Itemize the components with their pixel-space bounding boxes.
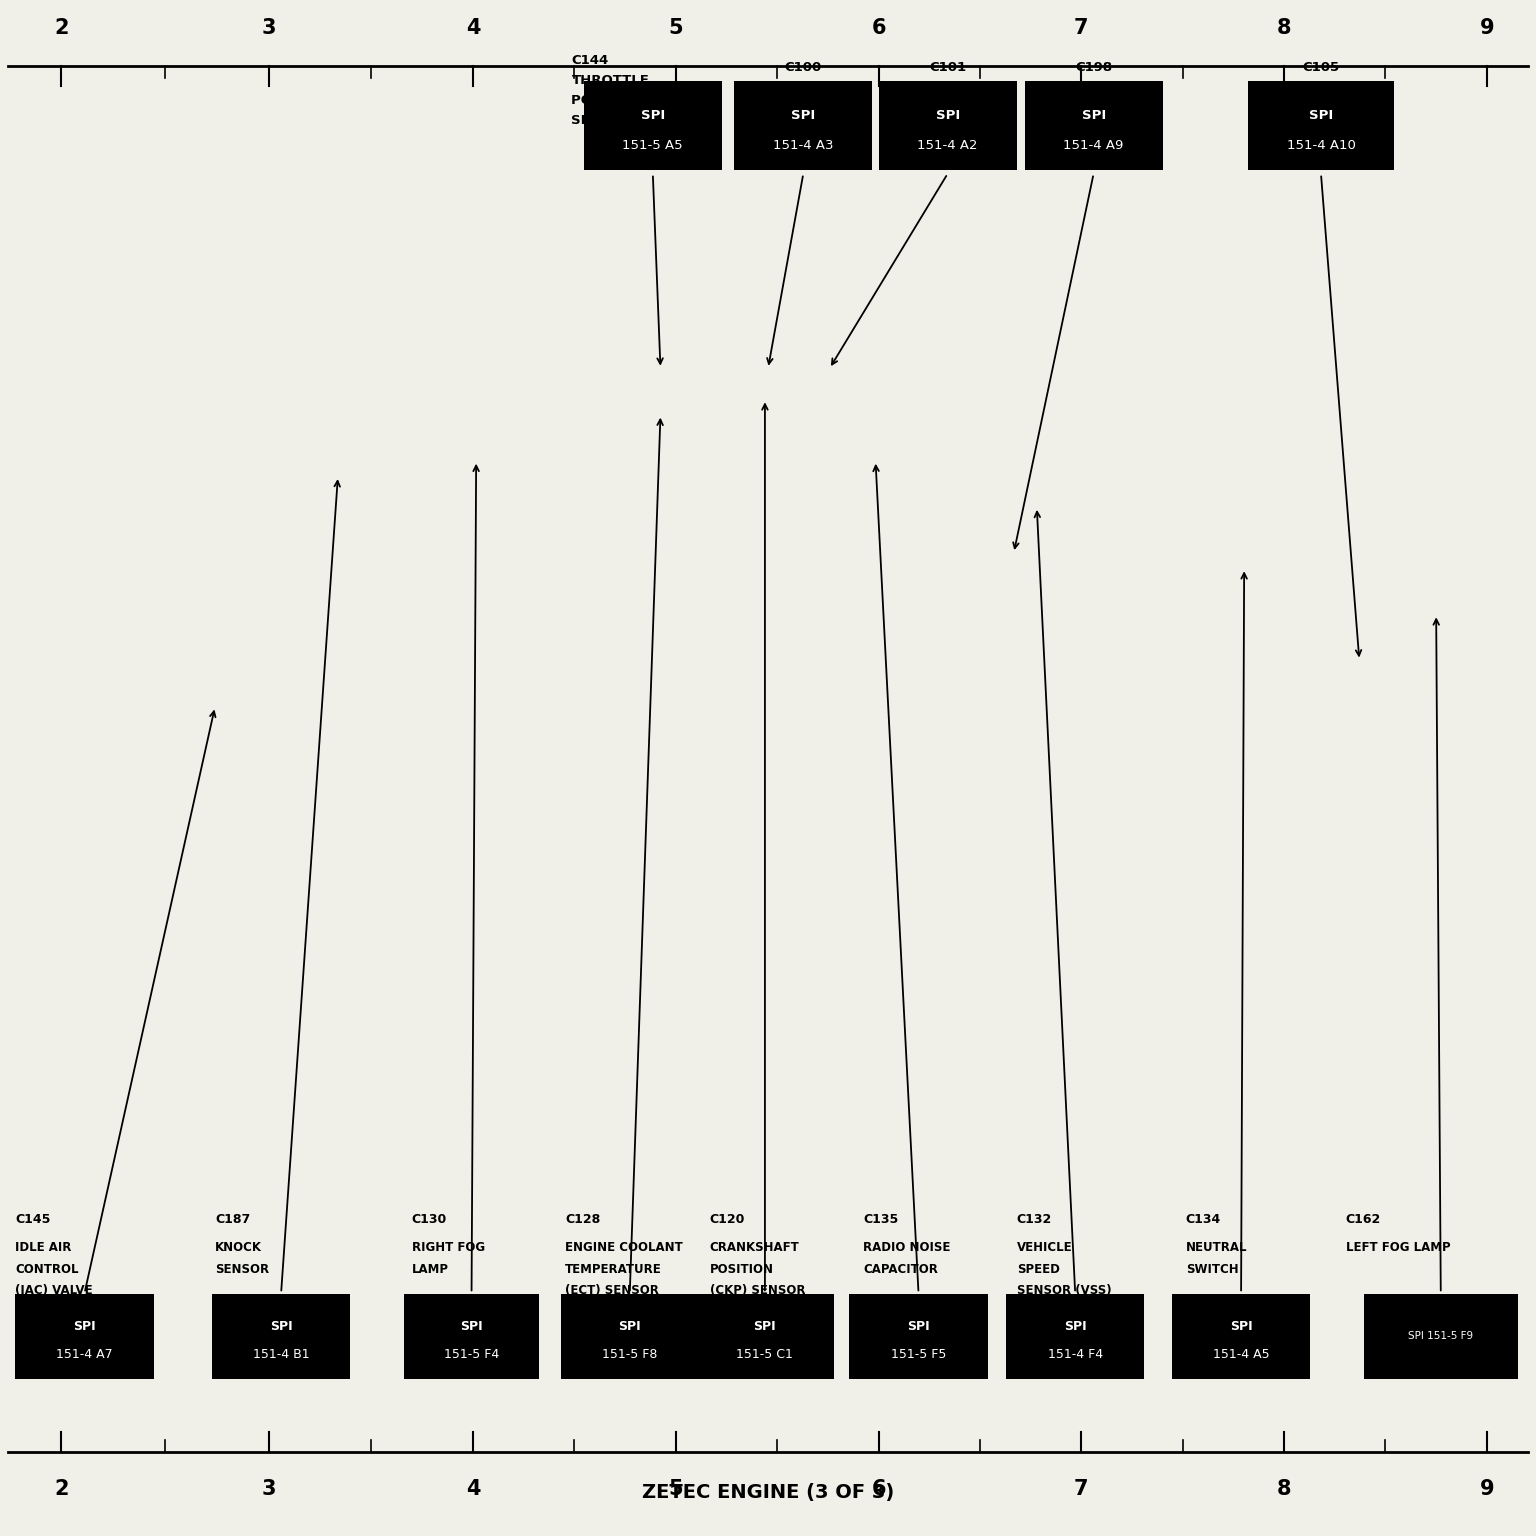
Text: C198: C198 bbox=[1075, 61, 1112, 74]
Text: C128: C128 bbox=[565, 1213, 601, 1226]
Text: SENSOR: SENSOR bbox=[571, 114, 633, 126]
Text: CAPACITOR: CAPACITOR bbox=[863, 1263, 938, 1275]
Text: 6: 6 bbox=[871, 1479, 886, 1499]
Text: C135: C135 bbox=[863, 1213, 899, 1226]
Bar bbox=[734, 81, 872, 170]
Bar bbox=[879, 81, 1017, 170]
Text: C105: C105 bbox=[1303, 61, 1339, 74]
Bar bbox=[561, 1293, 699, 1379]
Text: 151-4 A9: 151-4 A9 bbox=[1063, 140, 1124, 152]
Text: SPI: SPI bbox=[791, 109, 816, 121]
Text: NEUTRAL: NEUTRAL bbox=[1186, 1241, 1247, 1253]
Text: SPI: SPI bbox=[935, 109, 960, 121]
Text: SPI: SPI bbox=[461, 1319, 482, 1333]
Text: (IAC) VALVE: (IAC) VALVE bbox=[15, 1284, 94, 1296]
Bar bbox=[212, 1293, 350, 1379]
Text: RIGHT FOG: RIGHT FOG bbox=[412, 1241, 485, 1253]
Text: 151-4 A5: 151-4 A5 bbox=[1213, 1349, 1269, 1361]
Text: 151-5 C1: 151-5 C1 bbox=[736, 1349, 794, 1361]
Text: 151-4 A3: 151-4 A3 bbox=[773, 140, 834, 152]
Text: 6: 6 bbox=[871, 18, 886, 38]
Text: SPEED: SPEED bbox=[1017, 1263, 1060, 1275]
Text: C144: C144 bbox=[571, 54, 608, 66]
Bar bbox=[1172, 1293, 1310, 1379]
Text: TEMPERATURE: TEMPERATURE bbox=[565, 1263, 662, 1275]
Text: 151-4 A2: 151-4 A2 bbox=[917, 140, 978, 152]
Text: POSITION: POSITION bbox=[710, 1263, 774, 1275]
Bar bbox=[584, 81, 722, 170]
Text: C187: C187 bbox=[215, 1213, 250, 1226]
Text: C120: C120 bbox=[710, 1213, 745, 1226]
Text: 151-5 F4: 151-5 F4 bbox=[444, 1349, 499, 1361]
Text: 5: 5 bbox=[668, 18, 684, 38]
Text: 7: 7 bbox=[1074, 18, 1089, 38]
Text: C132: C132 bbox=[1017, 1213, 1052, 1226]
Text: IDLE AIR: IDLE AIR bbox=[15, 1241, 72, 1253]
Text: SPI: SPI bbox=[1230, 1319, 1252, 1333]
Text: 4: 4 bbox=[465, 1479, 481, 1499]
Text: 9: 9 bbox=[1479, 1479, 1495, 1499]
Text: (ECT) SENSOR: (ECT) SENSOR bbox=[565, 1284, 659, 1296]
Text: ZETEC ENGINE (3 OF 3): ZETEC ENGINE (3 OF 3) bbox=[642, 1484, 894, 1502]
Bar bbox=[15, 1293, 154, 1379]
Text: 5: 5 bbox=[668, 1479, 684, 1499]
Text: RADIO NOISE: RADIO NOISE bbox=[863, 1241, 951, 1253]
Text: ENGINE COOLANT: ENGINE COOLANT bbox=[565, 1241, 684, 1253]
Bar bbox=[849, 1293, 988, 1379]
Text: C134: C134 bbox=[1186, 1213, 1221, 1226]
Text: SPI: SPI bbox=[619, 1319, 641, 1333]
Text: C145: C145 bbox=[15, 1213, 51, 1226]
Text: SENSOR: SENSOR bbox=[215, 1263, 269, 1275]
Text: C130: C130 bbox=[412, 1213, 447, 1226]
Text: C162: C162 bbox=[1346, 1213, 1381, 1226]
Text: 151-4 A7: 151-4 A7 bbox=[57, 1349, 112, 1361]
Text: SPI: SPI bbox=[908, 1319, 929, 1333]
Text: 151-4 F4: 151-4 F4 bbox=[1048, 1349, 1103, 1361]
Bar bbox=[1025, 81, 1163, 170]
Bar bbox=[696, 1293, 834, 1379]
Text: 151-5 F5: 151-5 F5 bbox=[891, 1349, 946, 1361]
Text: 151-4 B1: 151-4 B1 bbox=[253, 1349, 309, 1361]
Text: C100: C100 bbox=[785, 61, 822, 74]
Bar bbox=[1247, 81, 1395, 170]
Text: 8: 8 bbox=[1276, 18, 1292, 38]
Text: C101: C101 bbox=[929, 61, 966, 74]
Text: 151-4 A10: 151-4 A10 bbox=[1287, 140, 1355, 152]
Text: SPI: SPI bbox=[1309, 109, 1333, 121]
Text: 7: 7 bbox=[1074, 1479, 1089, 1499]
Text: SPI: SPI bbox=[270, 1319, 292, 1333]
Text: 2: 2 bbox=[54, 1479, 69, 1499]
Bar bbox=[1006, 1293, 1144, 1379]
Text: KNOCK: KNOCK bbox=[215, 1241, 263, 1253]
Text: CRANKSHAFT: CRANKSHAFT bbox=[710, 1241, 799, 1253]
Text: THROTTLE: THROTTLE bbox=[571, 74, 650, 86]
Text: 151-5 A5: 151-5 A5 bbox=[622, 140, 684, 152]
Text: POSITION (TP): POSITION (TP) bbox=[571, 94, 679, 106]
Text: SPI: SPI bbox=[1081, 109, 1106, 121]
Text: 151-5 F8: 151-5 F8 bbox=[602, 1349, 657, 1361]
Text: CONTROL: CONTROL bbox=[15, 1263, 78, 1275]
Text: SPI 151-5 F9: SPI 151-5 F9 bbox=[1409, 1332, 1473, 1341]
Text: 8: 8 bbox=[1276, 1479, 1292, 1499]
Text: SENSOR (VSS): SENSOR (VSS) bbox=[1017, 1284, 1112, 1296]
Text: SPI: SPI bbox=[641, 109, 665, 121]
Text: SPI: SPI bbox=[754, 1319, 776, 1333]
Text: LEFT FOG LAMP: LEFT FOG LAMP bbox=[1346, 1241, 1450, 1253]
Text: VEHICLE: VEHICLE bbox=[1017, 1241, 1072, 1253]
Text: (CKP) SENSOR: (CKP) SENSOR bbox=[710, 1284, 805, 1296]
Text: 2: 2 bbox=[54, 18, 69, 38]
Bar bbox=[404, 1293, 539, 1379]
Text: SPI: SPI bbox=[74, 1319, 95, 1333]
Text: SWITCH: SWITCH bbox=[1186, 1263, 1238, 1275]
Bar bbox=[1364, 1293, 1518, 1379]
Text: 9: 9 bbox=[1479, 18, 1495, 38]
Text: SPI: SPI bbox=[1064, 1319, 1086, 1333]
Text: 3: 3 bbox=[261, 18, 276, 38]
Text: 3: 3 bbox=[261, 1479, 276, 1499]
Text: 4: 4 bbox=[465, 18, 481, 38]
Text: LAMP: LAMP bbox=[412, 1263, 449, 1275]
